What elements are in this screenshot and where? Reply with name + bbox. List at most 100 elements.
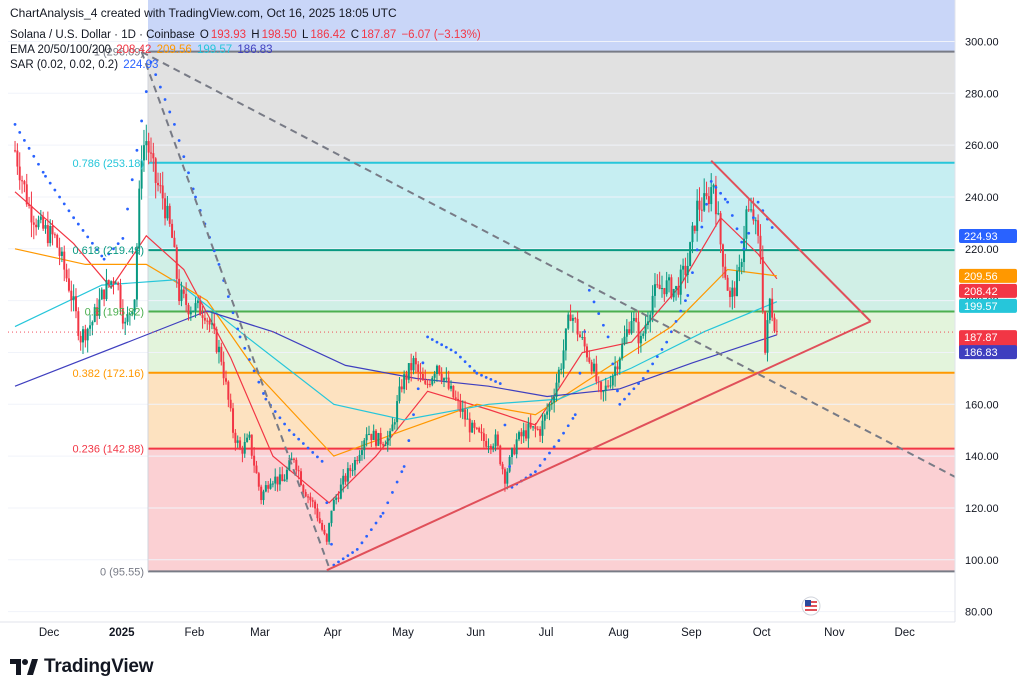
candle <box>224 370 227 385</box>
sar-dot <box>116 242 120 246</box>
fib-label-0: 0 (95.55) <box>100 566 144 578</box>
candle <box>314 499 317 515</box>
candle <box>288 454 291 472</box>
candle <box>281 466 284 482</box>
candle <box>649 311 652 333</box>
sar-legend[interactable]: SAR (0.02, 0.02, 0.2) 224.93 <box>10 59 160 71</box>
candle <box>400 379 403 393</box>
candle <box>124 317 127 335</box>
candle <box>257 471 260 491</box>
sar-dot <box>475 371 479 375</box>
candle <box>529 414 532 430</box>
sar-dot <box>360 541 364 545</box>
tradingview-logo-text: TradingView <box>44 656 154 677</box>
price-badge-sar: 224.93 <box>959 229 1017 244</box>
candle <box>501 461 504 475</box>
candle <box>182 287 185 299</box>
sar-dot <box>747 231 751 235</box>
candle <box>459 393 462 418</box>
candle <box>478 426 481 433</box>
candle <box>670 274 673 300</box>
candle <box>632 311 635 333</box>
sar-dot <box>498 382 502 385</box>
candle <box>56 233 59 249</box>
sar-dot <box>365 534 369 538</box>
sar-dot <box>587 288 591 292</box>
candle <box>389 428 392 446</box>
sar-dot <box>421 361 425 365</box>
tradingview-logo[interactable]: TradingView <box>10 656 154 678</box>
sar-dot <box>374 521 378 525</box>
candle <box>318 511 321 524</box>
candle <box>342 469 345 493</box>
candle <box>707 187 710 213</box>
candle <box>543 413 546 430</box>
fib-zone-1 <box>148 51 955 163</box>
svg-text:186.83: 186.83 <box>964 347 998 359</box>
sar-dot <box>660 347 664 351</box>
candle <box>522 422 525 443</box>
sar-dot <box>691 271 694 275</box>
candle <box>346 462 349 490</box>
sar-dot <box>695 248 699 252</box>
candle <box>292 457 295 463</box>
candle <box>21 175 24 194</box>
candle <box>337 491 340 503</box>
sar-dot <box>386 501 390 505</box>
sar-dot <box>154 73 158 77</box>
candle <box>532 426 535 431</box>
candle <box>295 457 298 475</box>
fib-zone-0.5 <box>148 311 955 373</box>
sar-dot <box>566 424 570 428</box>
fib-label-1: 1 (296.09) <box>94 47 144 59</box>
sar-dot <box>684 299 687 303</box>
sar-dot <box>44 174 47 178</box>
candle <box>663 287 666 302</box>
candle <box>391 417 394 432</box>
candle <box>185 282 188 313</box>
sar-dot <box>473 369 476 373</box>
candle <box>290 452 293 461</box>
candle <box>154 157 157 199</box>
candle <box>452 385 455 399</box>
candle <box>740 258 743 275</box>
candle <box>611 373 614 390</box>
candle <box>482 428 485 448</box>
ohlc-high-label: H <box>251 29 260 41</box>
candle <box>16 143 19 175</box>
candle <box>210 311 213 330</box>
candle <box>147 132 150 165</box>
candle <box>91 320 94 336</box>
candle <box>766 312 769 362</box>
price-badge-ema100: 199.57 <box>959 298 1017 313</box>
candle <box>42 211 45 231</box>
sar-dot <box>72 216 76 220</box>
candle <box>525 423 528 442</box>
candle <box>745 205 748 251</box>
candle <box>131 310 134 317</box>
candle <box>351 463 354 476</box>
sar-dot <box>325 501 329 505</box>
sar-dot <box>95 248 99 251</box>
candle <box>761 245 764 314</box>
ema-legend[interactable]: EMA 20/50/100/200 208.42 209.56 199.57 1… <box>10 44 275 56</box>
sar-dot <box>557 439 561 442</box>
sar-dot <box>81 229 85 232</box>
fib-label-0.382: 0.382 (172.16) <box>72 368 144 380</box>
candle <box>46 211 49 247</box>
candle <box>51 220 54 246</box>
candle <box>93 303 96 323</box>
sar-dot <box>301 442 305 445</box>
candle <box>468 412 471 443</box>
symbol-name[interactable]: Solana / U.S. Dollar · 1D · Coinbase <box>10 29 195 41</box>
candle <box>757 214 760 244</box>
x-tick-label: Dec <box>894 627 915 639</box>
candle <box>764 310 767 355</box>
publish-line: ChartAnalysis_4 created with TradingView… <box>10 6 397 20</box>
sar-dot <box>194 195 197 199</box>
candle <box>243 433 246 458</box>
candle <box>717 201 720 216</box>
us-flag-icon <box>801 596 821 616</box>
candle <box>590 359 593 375</box>
